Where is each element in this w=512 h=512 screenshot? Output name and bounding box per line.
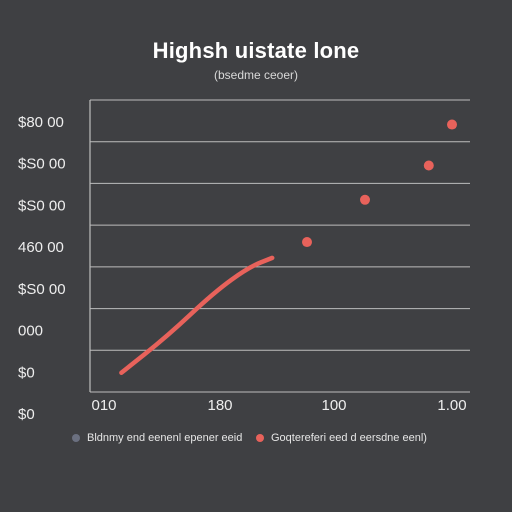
- y-tick-label-5: 000: [18, 323, 43, 340]
- scatter-point-1: [360, 194, 370, 205]
- legend-label-series-1: Bldnmy end eenenl epener eeid: [87, 432, 243, 444]
- scatter-point-3: [447, 119, 457, 130]
- y-tick-label-3: 460 00: [18, 239, 64, 256]
- legend-marker-series-2: [256, 434, 264, 442]
- x-tick-label-2: 100: [321, 397, 346, 414]
- legend-item-series-2: Goqtereferi eed d eersdne eenl): [256, 432, 427, 444]
- y-tick-label-1: $S0 00: [18, 156, 66, 173]
- y-tick-label-0: $80 00: [18, 114, 64, 131]
- legend-label-series-2: Goqtereferi eed d eersdne eenl): [271, 432, 427, 444]
- chart-legend: Bldnmy end eenenl epener eeid Goqterefer…: [0, 432, 512, 448]
- y-tick-label-6: $0: [18, 364, 35, 381]
- legend-item-series-1: Bldnmy end eenenl epener eeid: [72, 432, 242, 444]
- scatter-point-2: [423, 160, 434, 171]
- chart-subtitle: (bsedme ceoer): [213, 68, 299, 82]
- y-tick-label-4: $S0 00: [18, 281, 66, 298]
- series-line-path: [119, 255, 275, 375]
- y-tick-label-7: $0: [18, 406, 35, 423]
- legend-marker-series-1: [72, 434, 80, 442]
- x-tick-label-1: 180: [207, 397, 232, 414]
- scatter-point-0: [302, 237, 312, 248]
- x-tick-label-3: 1.00: [437, 397, 466, 414]
- x-tick-label-0: 010: [91, 397, 116, 414]
- chart-title: Highsh uistate lone: [152, 38, 360, 63]
- y-tick-label-2: $S0 00: [18, 197, 66, 214]
